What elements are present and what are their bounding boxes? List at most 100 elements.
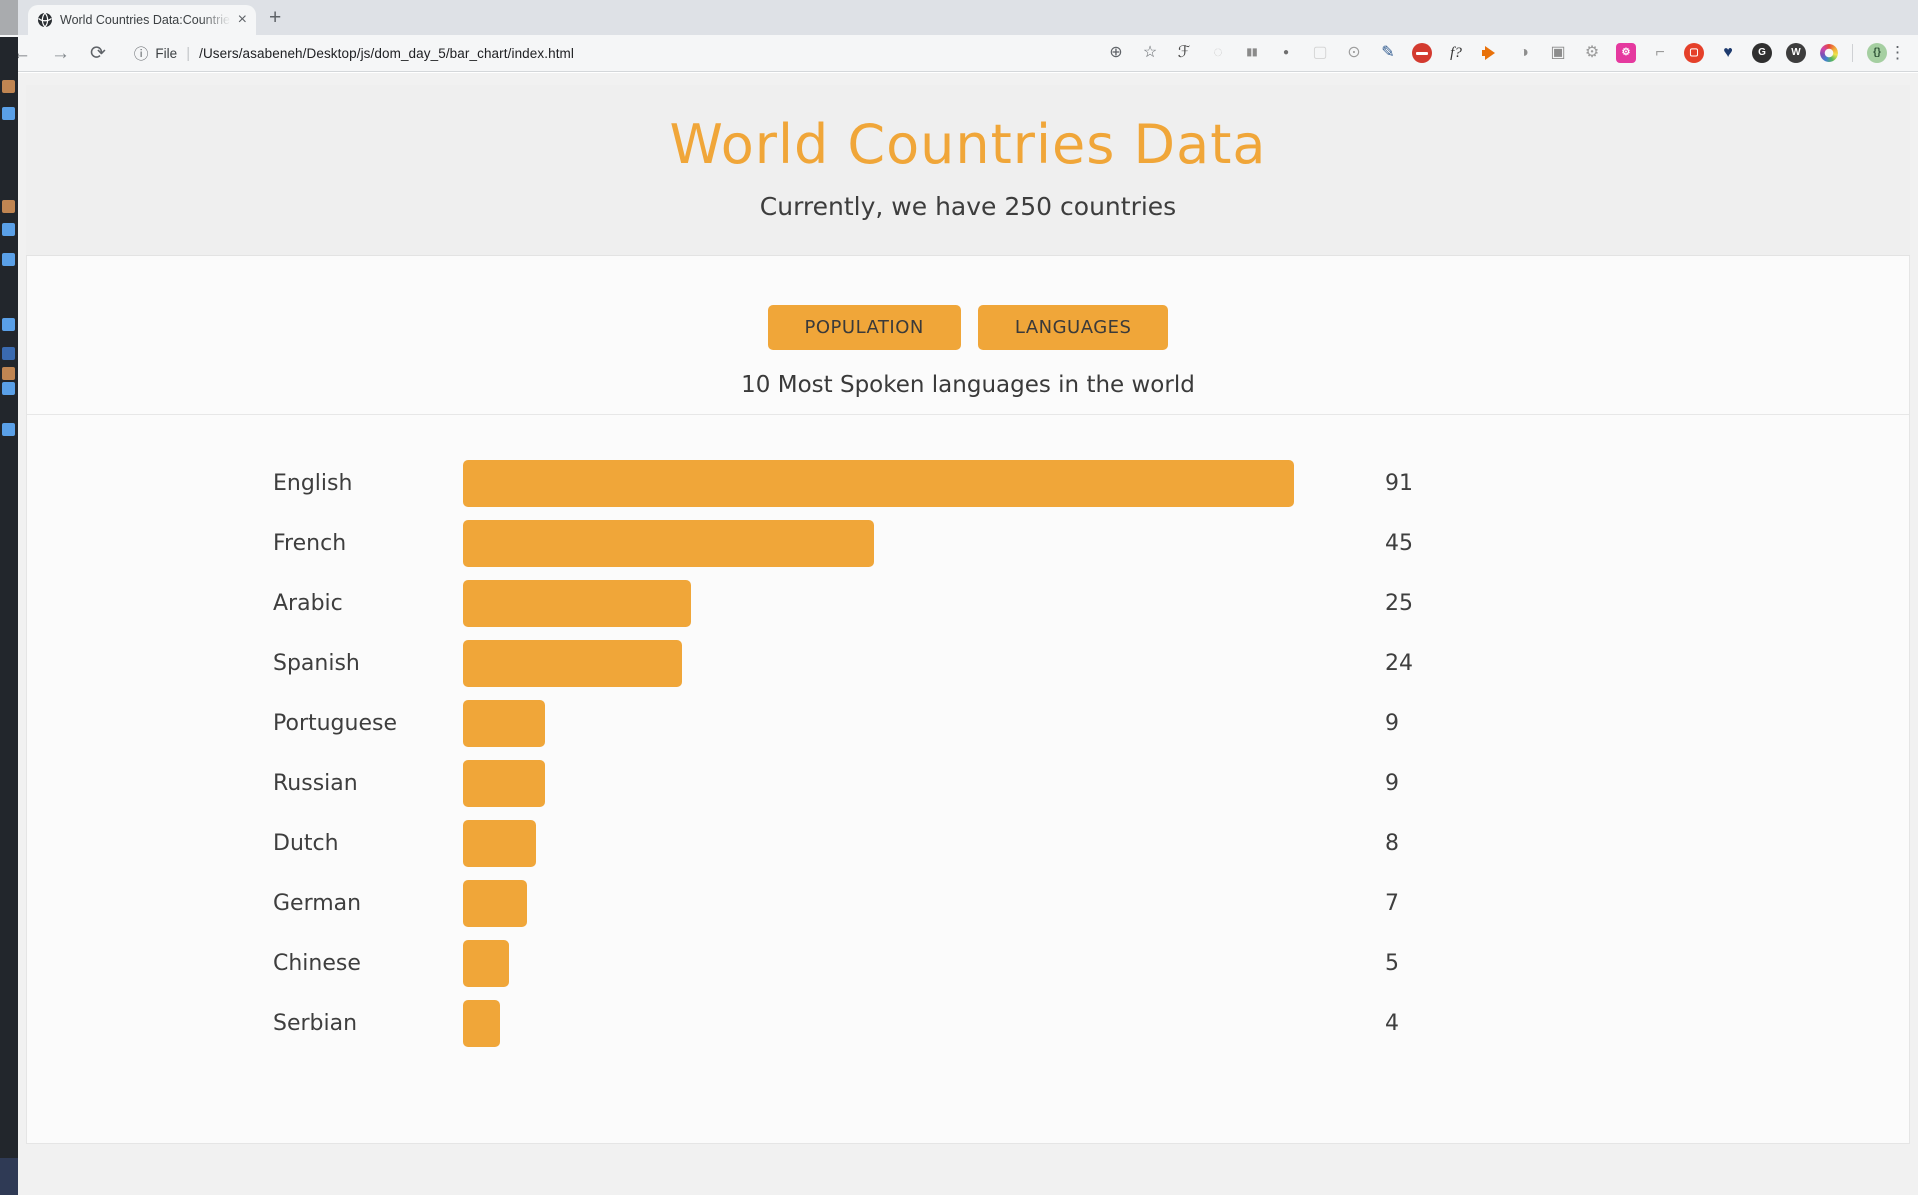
onetab-icon[interactable]: ▢ [1684, 43, 1704, 63]
adblock-icon[interactable] [1412, 43, 1432, 63]
url-separator: | [186, 44, 191, 62]
chart-row-label: Chinese [273, 950, 361, 976]
chart-bar-track [463, 759, 1383, 807]
languages-button[interactable]: LANGUAGES [977, 305, 1169, 350]
chart-bar [463, 579, 691, 627]
gear-outline-icon[interactable]: ⚙ [1584, 44, 1600, 61]
pen-icon[interactable]: ✎ [1381, 44, 1395, 61]
chart-bar [463, 639, 682, 687]
address-bar[interactable]: ⓘ File | /Users/asabeneh/Desktop/js/dom_… [134, 43, 574, 64]
heart-search-icon[interactable]: ♥ [1723, 44, 1733, 61]
url-text: /Users/asabeneh/Desktop/js/dom_day_5/bar… [199, 45, 574, 61]
chart-bar [463, 519, 874, 567]
chart-value-label: 7 [1385, 890, 1399, 916]
chart-bar-track [463, 699, 1383, 747]
background-window-corner [0, 0, 18, 35]
faint-square-icon[interactable]: ▢ [1312, 44, 1328, 61]
background-window-icon [2, 80, 15, 93]
chart-bar [463, 939, 509, 987]
chart-bar-track [463, 999, 1383, 1047]
reload-icon[interactable]: ⟳ [90, 42, 106, 64]
extensions-area: ⊕ ☆ ℱ ◌ ▮▮ ● ▢ ⊙ ✎ f? ◑ ▣ ⚙ ⚙ ⌐ ▢ ♥ G W {} [1106, 43, 1887, 63]
split-columns-icon[interactable]: ▮▮ [1246, 47, 1258, 58]
script-f-icon[interactable]: ℱ [1177, 44, 1191, 61]
background-window-icon [2, 423, 15, 436]
chart-bar [463, 759, 545, 807]
chart-bar-track [463, 819, 1383, 867]
chart-value-label: 5 [1385, 950, 1399, 976]
background-window-icon [2, 200, 15, 213]
background-window-icon [2, 318, 15, 331]
camera-icon[interactable]: ▣ [1550, 44, 1566, 61]
swirl-circle-icon[interactable]: ◑ [1519, 44, 1529, 61]
background-window-icon [2, 107, 15, 120]
page-title: World Countries Data [669, 113, 1267, 176]
chart-value-label: 9 [1385, 770, 1399, 796]
pink-gear-icon[interactable]: ⚙ [1616, 43, 1636, 63]
background-window-icon [2, 367, 15, 380]
faint-circle-icon[interactable]: ◌ [1213, 44, 1223, 61]
chart-caption: 10 Most Spoken languages in the world [741, 372, 1195, 398]
chart-bar-track [463, 639, 1383, 687]
chart-row: Spanish 24 [27, 633, 1909, 693]
extensions-divider [1852, 44, 1853, 62]
chart-row: Portuguese 9 [27, 693, 1909, 753]
megaphone-icon[interactable] [1480, 43, 1500, 63]
background-window-icon [2, 347, 15, 360]
chart-value-label: 24 [1385, 650, 1413, 676]
chart-bar-track [463, 939, 1383, 987]
background-window-icon [2, 382, 15, 395]
chart-row: German 7 [27, 873, 1909, 933]
page-subtitle: Currently, we have 250 countries [759, 192, 1177, 221]
chart-row: Serbian 4 [27, 993, 1909, 1053]
browser-menu-icon[interactable]: ⋮ [1889, 43, 1906, 62]
chart-row: Chinese 5 [27, 933, 1909, 993]
chart-row-label: Serbian [273, 1010, 358, 1036]
braces-icon[interactable]: {} [1867, 43, 1887, 63]
rainbow-circle-icon[interactable] [1820, 44, 1838, 62]
browser-tab[interactable]: World Countries Data:Countrie × [28, 5, 256, 35]
browser-toolbar: ← → ⟳ ⓘ File | /Users/asabeneh/Desktop/j… [0, 35, 1918, 72]
zoom-icon[interactable]: ⊕ [1109, 44, 1123, 61]
globe-favicon [38, 12, 52, 28]
chart-value-label: 25 [1385, 590, 1413, 616]
chart-row: Russian 9 [27, 753, 1909, 813]
page-info-icon[interactable]: ⓘ [133, 46, 149, 63]
background-window-edge-bottom [0, 1158, 18, 1195]
chart-row-label: Russian [273, 770, 358, 796]
page-viewport: World Countries Data Currently, we have … [18, 73, 1918, 1195]
chart-row: Dutch 8 [27, 813, 1909, 873]
g-circle-icon[interactable]: G [1752, 43, 1772, 63]
background-window-icon [2, 223, 15, 236]
page-header: World Countries Data Currently, we have … [26, 85, 1910, 256]
forward-icon[interactable]: → [51, 42, 70, 64]
bookmark-star-icon[interactable]: ☆ [1142, 44, 1158, 61]
new-tab-button[interactable]: + [269, 6, 282, 29]
tab-title: World Countries Data:Countrie [60, 13, 230, 27]
chart-row: French 45 [27, 513, 1909, 573]
corner-arrow-icon[interactable]: ⌐ [1655, 44, 1665, 61]
chart-row: English 91 [27, 453, 1909, 513]
tab-close-icon[interactable]: × [237, 11, 247, 28]
bar-chart: English 91 French 45 Arabic 25 Spanish 24 Portug… [27, 415, 1909, 1143]
bug-icon[interactable]: ● [1282, 47, 1290, 58]
chart-row-label: Spanish [273, 650, 360, 676]
dotted-circle-icon[interactable]: ⊙ [1347, 44, 1361, 61]
chart-bar-track [463, 459, 1383, 507]
chart-bar [463, 819, 536, 867]
chart-value-label: 45 [1385, 530, 1413, 556]
chart-row-label: Portuguese [273, 710, 397, 736]
stats-section: POPULATION LANGUAGES 10 Most Spoken lang… [27, 256, 1909, 415]
chart-bar-track [463, 519, 1383, 567]
background-window-icon [2, 253, 15, 266]
background-window-edge [0, 37, 18, 1195]
chart-bar-track [463, 879, 1383, 927]
chart-bar [463, 459, 1294, 507]
browser-tab-strip: World Countries Data:Countrie × + [0, 0, 1918, 35]
filter-buttons: POPULATION LANGUAGES [767, 305, 1169, 350]
chart-bar-track [463, 579, 1383, 627]
population-button[interactable]: POPULATION [767, 305, 961, 350]
w-circle-icon[interactable]: W [1786, 43, 1806, 63]
math-f-icon[interactable]: f? [1450, 44, 1462, 61]
chart-row-label: French [273, 530, 347, 556]
